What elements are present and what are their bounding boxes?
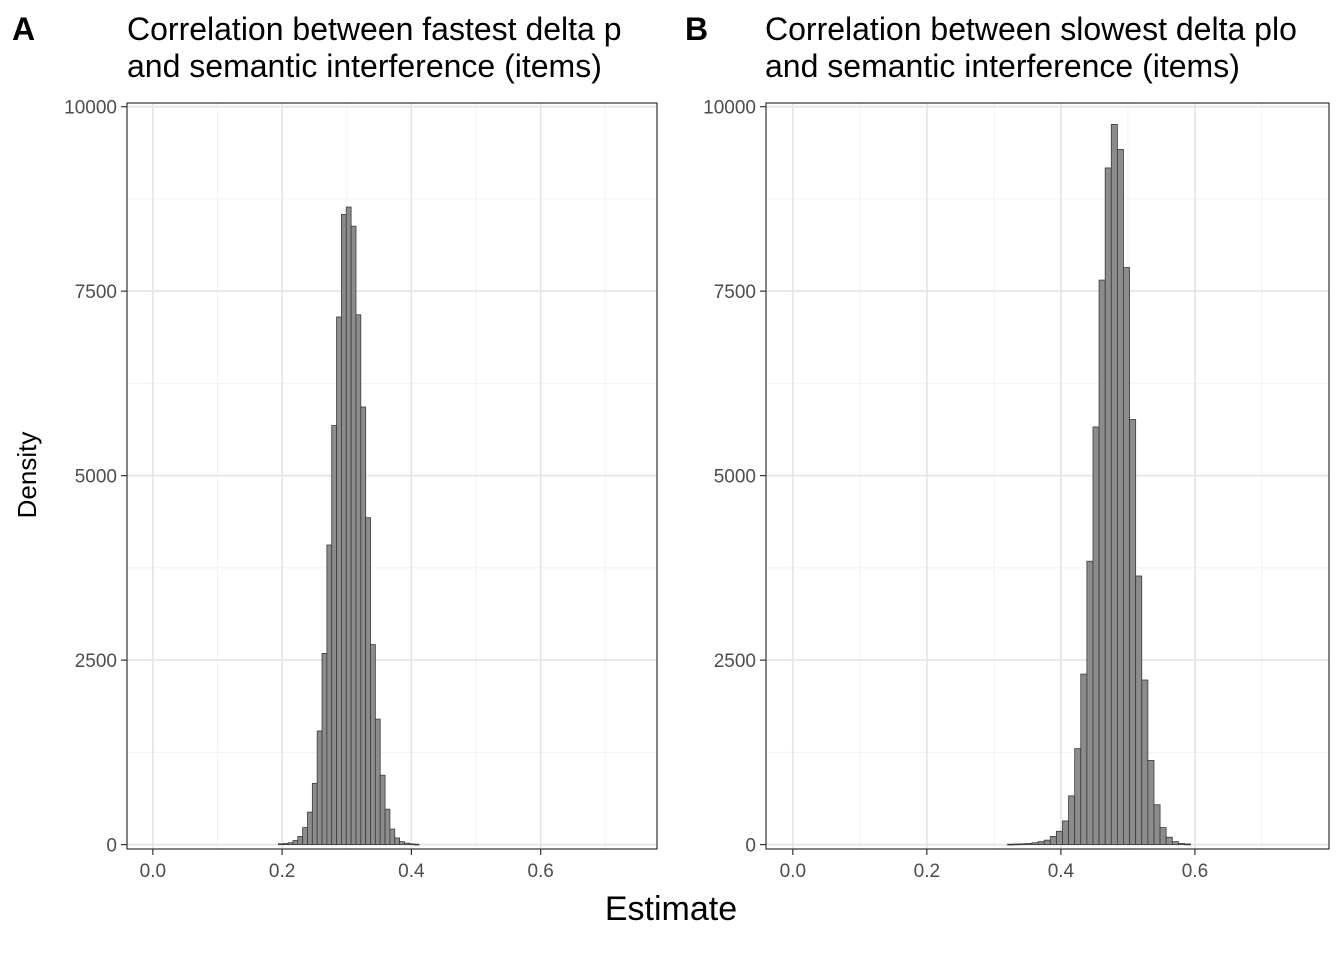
panel-a-histogram-bar — [389, 828, 396, 845]
panel-a-x-tick-label: 0.0 — [140, 861, 166, 882]
panel-a-histogram-bar — [336, 316, 342, 845]
panel-b-y-tick-label: 0 — [745, 836, 756, 857]
panel-a-histogram-bar — [282, 843, 289, 845]
panel-b-histogram-bar — [1177, 843, 1185, 845]
panel-a-histogram-bar — [326, 544, 333, 845]
panel-a-y-tick-label: 10000 — [64, 98, 117, 119]
panel-a-histogram-bar — [404, 842, 410, 845]
panel-a-histogram-bar — [278, 843, 284, 846]
panel-b-histogram-bar — [1074, 748, 1082, 845]
panel-a-histogram-bar — [374, 718, 381, 845]
panel-b-y-tick-label: 2500 — [714, 651, 756, 672]
panel-a-histogram-bar — [394, 837, 400, 845]
panel-b-histogram-bar — [1086, 560, 1094, 845]
panel-b-histogram-bar — [1129, 419, 1137, 845]
panel-b-histogram-bar — [1043, 839, 1051, 845]
panel-a-histogram-bar — [287, 842, 294, 845]
panel-a-x-tick-label: 0.2 — [269, 861, 295, 882]
panel-b-x-tick-label: 0.6 — [1182, 861, 1208, 882]
panel-b-y-tick-label: 7500 — [714, 282, 756, 303]
panel-b-histogram-bar — [1135, 575, 1143, 845]
panel-b-histogram-bar — [1171, 841, 1179, 845]
x-axis-title: Estimate — [605, 890, 737, 928]
panel-b-histogram-bar — [1153, 804, 1161, 845]
panel-a-y-tick-label: 2500 — [75, 651, 117, 672]
panel-b-tag: B — [685, 11, 708, 47]
panel-a-title-line-2: and semantic interference (items) — [127, 48, 602, 84]
panel-b-histogram-bar — [1025, 843, 1033, 845]
panel-a-y-tick-label: 0 — [106, 836, 117, 857]
panel-b-histogram-bar — [1123, 267, 1130, 845]
panel-a-histogram-bar — [384, 808, 391, 845]
panel-a-histogram-bar — [341, 214, 347, 845]
panel-b-histogram-bar — [1049, 836, 1057, 845]
panel-a-histogram-bar — [292, 840, 299, 845]
panel-b-histogram-bar — [1037, 841, 1045, 845]
panel-b-title-line-1: Correlation between slowest delta plo — [765, 11, 1297, 47]
panel-a-histogram-bar — [307, 811, 313, 845]
panel-b-x-tick-label: 0.0 — [780, 861, 806, 882]
panel-b-histogram-bar — [1031, 842, 1039, 845]
panel-b-x-tick-label: 0.4 — [1048, 861, 1075, 882]
panel-a-histogram-bar — [302, 827, 308, 845]
panel-b-histogram-bar — [1147, 760, 1155, 845]
panel-a-histogram-bar — [360, 406, 367, 845]
panel-b-x-tick-label: 0.2 — [914, 861, 940, 882]
panel-a-plot: 0.0 0.2 0.4 0.6 0 2500 5000 7500 10000 — [64, 98, 658, 882]
panel-b-histogram-bar — [1092, 426, 1100, 845]
panel-a-y-tick-label: 7500 — [75, 282, 117, 303]
y-axis-title: Density — [12, 432, 42, 519]
panel-b-histogram-bar — [1116, 149, 1124, 845]
panel-a-histogram-bar — [316, 730, 323, 845]
panel-b-histogram-bar — [1019, 843, 1027, 846]
panel-b-plot: 0.0 0.2 0.4 0.6 0 2500 5000 7500 10000 — [703, 98, 1330, 882]
panel-a-histogram-bar — [311, 782, 318, 845]
panel-a-histogram-bar — [350, 225, 357, 845]
panel-b-histogram-bar — [1098, 279, 1106, 845]
panel-a-histogram-bar — [297, 836, 304, 845]
panel-b: B Correlation between slowest delta plo … — [685, 11, 1330, 882]
panel-a-histogram-bar — [408, 843, 415, 846]
panel-b-histogram-bar — [1110, 123, 1118, 845]
panel-b-histogram-bar — [1165, 836, 1173, 845]
panel-a-histogram-bar — [370, 644, 376, 845]
panel-b-histogram-bar — [1159, 827, 1167, 845]
panel-b-histogram-bar — [1007, 843, 1015, 846]
panel-b-histogram-bar — [1055, 830, 1063, 845]
panel-b-title-line-2: and semantic interference (items) — [765, 48, 1240, 84]
panel-a-histogram-bar — [345, 206, 352, 845]
panel-a-histogram-bar — [365, 517, 371, 845]
panel-a-histogram-bar — [321, 653, 328, 845]
panel-b-histogram-bar — [1080, 673, 1088, 845]
panel-b-histogram-bar — [1104, 167, 1112, 845]
panel-a-histogram-bar — [331, 425, 337, 845]
panel-a-histogram-bar — [379, 774, 386, 845]
panel-a-histogram-bar — [355, 314, 362, 845]
panel-b-histogram-bar — [1013, 843, 1021, 846]
panel-a-tag: A — [12, 11, 35, 47]
panel-a-histogram-bar — [413, 843, 420, 846]
panel-b-y-tick-label: 5000 — [714, 467, 756, 488]
panel-b-histogram-bar — [1068, 795, 1076, 845]
panel-b-histogram-bar — [1184, 843, 1191, 846]
panel-a-x-tick-label: 0.4 — [398, 861, 425, 882]
panel-a: A Correlation between fastest delta p an… — [12, 11, 658, 882]
panel-a-histogram-bar — [399, 841, 405, 845]
panel-a-y-tick-label: 5000 — [75, 467, 117, 488]
panel-b-y-tick-label: 10000 — [703, 98, 756, 119]
panel-b-histogram-bar — [1062, 820, 1069, 845]
panel-a-title-line-1: Correlation between fastest delta p — [127, 11, 622, 47]
panel-b-histogram-bar — [1141, 679, 1149, 845]
panel-a-x-tick-label: 0.6 — [527, 861, 553, 882]
